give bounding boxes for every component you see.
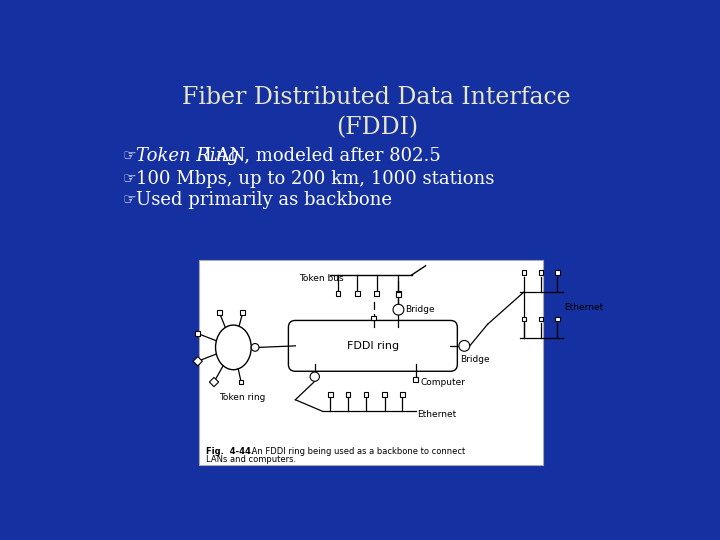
Text: ☞: ☞ [122,192,136,207]
Bar [374,291,379,296]
Text: Bridge: Bridge [461,355,490,364]
Bar [539,316,544,321]
Bar [199,260,544,465]
Circle shape [459,340,469,351]
Ellipse shape [215,325,251,370]
Text: Used primarily as backbone: Used primarily as backbone [137,191,392,208]
Bar [355,291,360,296]
Text: An FDDI ring being used as a backbone to connect: An FDDI ring being used as a backbone to… [249,447,465,456]
Text: ☞: ☞ [122,148,136,163]
Bar [522,271,526,275]
Text: LAN, modeled after 802.5: LAN, modeled after 802.5 [199,147,441,165]
Bar [555,271,559,275]
Bar [240,310,245,315]
Bar [400,392,405,397]
Text: Ethernet: Ethernet [417,410,456,419]
Bar [539,271,544,275]
Text: Fig.  4-44.: Fig. 4-44. [206,447,254,456]
Circle shape [310,372,320,381]
Polygon shape [193,356,202,366]
Bar [239,380,243,384]
Text: Fiber Distributed Data Interface: Fiber Distributed Data Interface [182,86,571,109]
Text: FDDI ring: FDDI ring [347,341,399,351]
Bar [195,331,200,336]
Bar [522,316,526,321]
Bar [555,316,559,321]
Text: ☞: ☞ [122,171,136,186]
Bar [382,392,387,397]
Circle shape [251,343,259,351]
Bar [413,377,418,382]
Text: LANs and computers.: LANs and computers. [206,455,297,464]
Bar [396,291,401,296]
Bar [328,392,333,397]
Bar [336,291,341,296]
Text: 100 Mbps, up to 200 km, 1000 stations: 100 Mbps, up to 200 km, 1000 stations [137,170,495,188]
Text: Computer: Computer [420,377,465,387]
Bar [364,392,368,397]
Text: Token Ring: Token Ring [137,147,239,165]
Polygon shape [210,377,219,387]
Text: Token ring: Token ring [220,393,266,402]
FancyBboxPatch shape [289,320,457,372]
Bar [346,392,351,397]
Text: Bridge: Bridge [405,305,435,314]
Bar [372,316,376,320]
Bar [396,292,401,296]
Text: (FDDI): (FDDI) [336,117,418,139]
Text: Token bus: Token bus [300,274,344,282]
Circle shape [393,304,404,315]
Text: Ethernet: Ethernet [564,303,603,312]
Bar [217,310,222,315]
